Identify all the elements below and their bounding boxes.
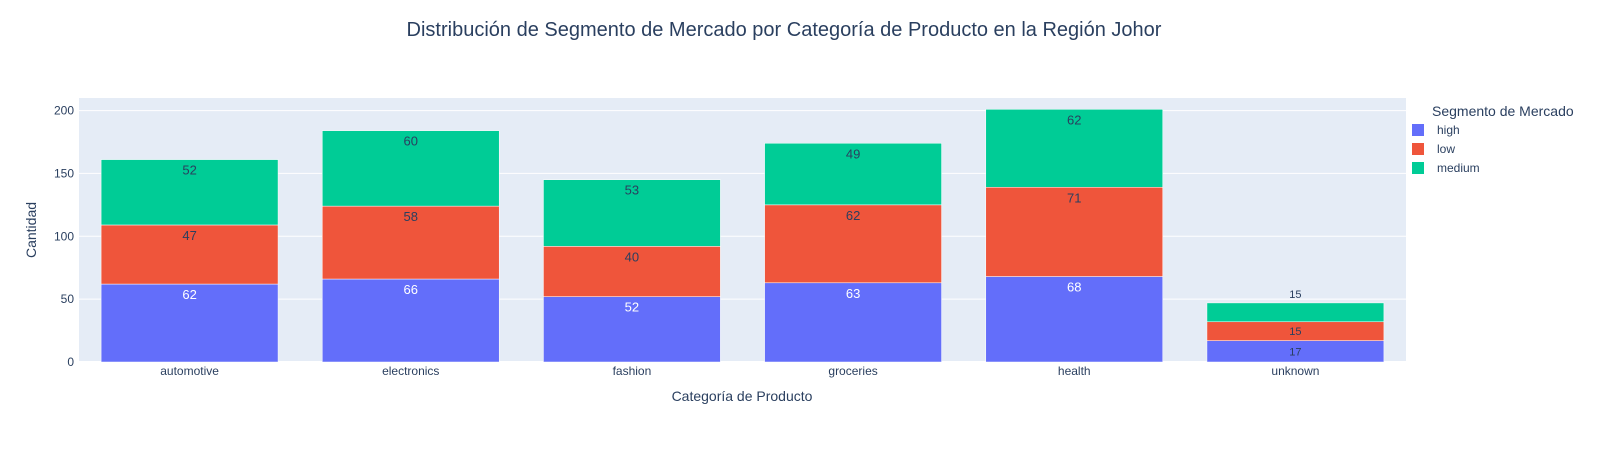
x-axis-label: Categoría de Producto (672, 388, 813, 404)
legend-item-high[interactable]: high (1412, 123, 1460, 137)
data-label-medium-groceries: 49 (846, 146, 860, 161)
data-label-low-groceries: 62 (846, 208, 860, 223)
data-label-medium-health: 62 (1067, 112, 1081, 127)
bar-low-automotive[interactable] (100, 224, 279, 285)
bar-low-fashion[interactable] (543, 246, 721, 297)
x-axis-ticks: automotive electronics fashion groceries hea… (160, 364, 1319, 378)
y-axis-label: Cantidad (23, 202, 39, 258)
bar-high-automotive[interactable] (100, 283, 279, 363)
data-label-high-health: 68 (1067, 280, 1081, 295)
plot-area (79, 98, 1406, 362)
grid-lines (79, 110, 1406, 363)
data-labels: 62 47 52 66 58 60 52 40 53 63 62 49 68 71 62 17 15 15 (182, 112, 1301, 358)
data-label-low-automotive: 47 (182, 228, 196, 243)
x-tick-label: automotive (160, 364, 219, 378)
bar-medium-automotive[interactable] (100, 159, 279, 226)
bar-low-groceries[interactable] (764, 204, 942, 284)
legend-swatch (1412, 124, 1424, 136)
bar-medium-health[interactable] (985, 109, 1163, 188)
data-label-high-unknown: 17 (1289, 346, 1301, 358)
x-tick-label: fashion (613, 364, 652, 378)
x-tick-label: electronics (382, 364, 439, 378)
bar-medium-unknown[interactable] (1206, 302, 1385, 323)
y-axis-ticks: 0 50 100 150 200 (54, 104, 74, 369)
data-label-low-health: 71 (1067, 190, 1081, 205)
data-label-medium-fashion: 53 (625, 183, 639, 198)
x-tick-label: unknown (1271, 364, 1319, 378)
bar-high-health[interactable] (985, 276, 1163, 363)
y-tick-label: 150 (54, 166, 74, 180)
y-tick-label: 200 (54, 104, 74, 118)
bar-medium-fashion[interactable] (543, 179, 721, 247)
data-label-high-automotive: 62 (182, 287, 196, 302)
bar-high-electronics[interactable] (322, 278, 500, 363)
x-tick-label: health (1058, 364, 1091, 378)
legend[interactable]: Segmento de Mercado high low medium (1412, 103, 1574, 175)
data-label-high-groceries: 63 (846, 286, 860, 301)
x-tick-label: groceries (828, 364, 877, 378)
data-label-medium-automotive: 52 (182, 163, 196, 178)
bar-high-groceries[interactable] (764, 282, 942, 363)
bar-low-electronics[interactable] (322, 205, 500, 280)
data-label-high-electronics: 66 (404, 282, 418, 297)
legend-items[interactable]: high low medium (1412, 123, 1480, 175)
legend-label: high (1437, 123, 1460, 137)
legend-swatch (1412, 143, 1424, 155)
legend-swatch (1412, 162, 1424, 174)
data-label-low-unknown: 15 (1289, 326, 1301, 338)
chart-title: Distribución de Segmento de Mercado por … (407, 19, 1162, 41)
legend-title: Segmento de Mercado (1432, 103, 1574, 119)
legend-label: medium (1437, 161, 1480, 175)
data-label-low-fashion: 40 (625, 249, 639, 264)
y-tick-label: 50 (61, 292, 75, 306)
data-label-medium-electronics: 60 (404, 134, 418, 149)
bar-low-health[interactable] (985, 187, 1163, 277)
data-label-high-fashion: 52 (625, 300, 639, 315)
bar-medium-electronics[interactable] (322, 130, 500, 207)
data-label-low-electronics: 58 (404, 209, 418, 224)
legend-item-medium[interactable]: medium (1412, 161, 1480, 175)
bar-medium-groceries[interactable] (764, 143, 942, 206)
y-tick-label: 100 (54, 229, 74, 243)
y-tick-label: 0 (67, 355, 74, 369)
legend-item-low[interactable]: low (1412, 142, 1455, 156)
legend-label: low (1437, 142, 1455, 156)
bars (100, 109, 1385, 363)
data-label-medium-unknown: 15 (1289, 289, 1301, 301)
